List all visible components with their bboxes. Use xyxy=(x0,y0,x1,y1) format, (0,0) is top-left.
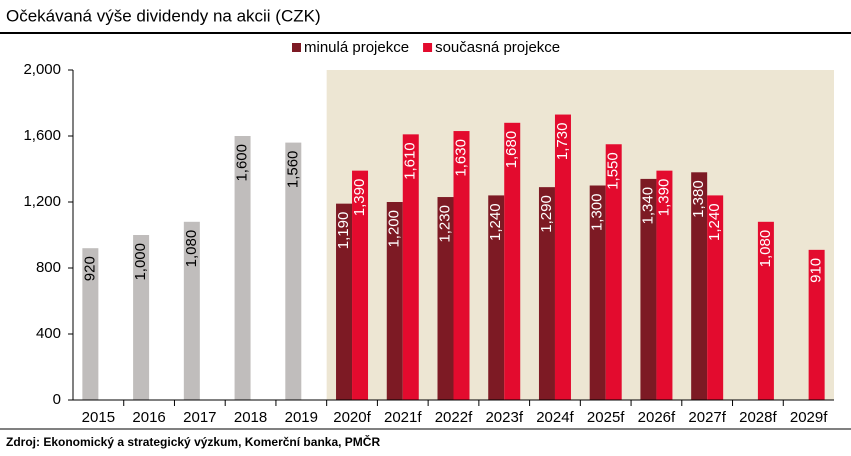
value-label: 1,600 xyxy=(234,144,251,182)
value-label: 1,730 xyxy=(554,123,571,161)
value-label: 1,610 xyxy=(402,142,419,180)
bar xyxy=(183,221,200,400)
value-label: 1,080 xyxy=(757,230,774,268)
legend-swatch xyxy=(292,43,301,52)
bar xyxy=(589,185,606,400)
value-label: 1,340 xyxy=(639,187,656,225)
bar xyxy=(336,203,353,400)
x-tick-label: 2015 xyxy=(82,409,115,426)
value-label: 1,190 xyxy=(335,212,352,250)
y-tick-label: 1,200 xyxy=(23,193,61,210)
value-label: 1,390 xyxy=(351,179,368,217)
x-tick-label: 2026f xyxy=(638,409,676,426)
value-label: 1,080 xyxy=(183,230,200,268)
x-tick-label: 2027f xyxy=(688,409,726,426)
value-label: 1,300 xyxy=(589,194,606,232)
legend-swatch xyxy=(423,43,433,52)
x-tick-label: 2018 xyxy=(234,409,267,426)
bar xyxy=(437,197,454,400)
y-tick-label: 1,600 xyxy=(23,127,61,144)
value-label: 1,240 xyxy=(487,203,504,241)
value-label: 1,630 xyxy=(452,139,469,177)
value-label: 1,230 xyxy=(436,205,453,243)
bar xyxy=(386,202,403,400)
bar xyxy=(133,235,150,400)
chart-title: Očekávaná výše dividendy na akcii (CZK) xyxy=(6,6,321,25)
bar xyxy=(504,122,521,401)
bar xyxy=(640,178,657,400)
bar xyxy=(352,170,369,400)
x-tick-label: 2016 xyxy=(132,409,165,426)
bar xyxy=(453,131,470,401)
legend-label: současná projekce xyxy=(435,39,560,56)
x-tick-label: 2021f xyxy=(384,409,422,426)
y-tick-label: 0 xyxy=(53,391,61,408)
legend-label: minulá projekce xyxy=(304,39,409,56)
bar xyxy=(82,248,99,400)
bar xyxy=(656,170,673,400)
x-tick-label: 2028f xyxy=(739,409,777,426)
bar xyxy=(285,142,302,400)
bar xyxy=(234,136,251,400)
x-tick-label: 2029f xyxy=(790,409,828,426)
y-tick-label: 2,000 xyxy=(23,61,61,78)
y-tick-label: 400 xyxy=(36,325,61,342)
value-label: 1,000 xyxy=(132,243,149,281)
source-note: Zdroj: Ekonomický a strategický výzkum, … xyxy=(6,434,380,449)
bar xyxy=(402,134,419,400)
bar xyxy=(488,195,505,400)
x-tick-label: 2024f xyxy=(536,409,574,426)
bar xyxy=(808,249,825,400)
value-label: 1,550 xyxy=(605,152,622,190)
value-label: 1,680 xyxy=(503,131,520,169)
bar xyxy=(605,144,622,400)
x-tick-label: 2019 xyxy=(285,409,318,426)
value-label: 1,240 xyxy=(706,203,723,241)
value-label: 920 xyxy=(81,256,98,281)
x-tick-label: 2022f xyxy=(435,409,473,426)
value-label: 1,290 xyxy=(538,195,555,233)
bar xyxy=(538,187,555,400)
x-tick-label: 2017 xyxy=(183,409,216,426)
bar xyxy=(757,221,774,400)
x-tick-label: 2023f xyxy=(485,409,523,426)
value-label: 1,380 xyxy=(690,180,707,218)
value-label: 1,200 xyxy=(386,210,403,248)
value-label: 1,390 xyxy=(655,179,672,217)
bar xyxy=(707,195,724,400)
value-label: 1,560 xyxy=(284,151,301,189)
bar xyxy=(554,114,571,401)
y-tick-label: 800 xyxy=(36,259,61,276)
x-tick-label: 2025f xyxy=(587,409,625,426)
value-label: 910 xyxy=(808,258,825,283)
bar xyxy=(691,172,708,400)
x-tick-label: 2020f xyxy=(333,409,371,426)
